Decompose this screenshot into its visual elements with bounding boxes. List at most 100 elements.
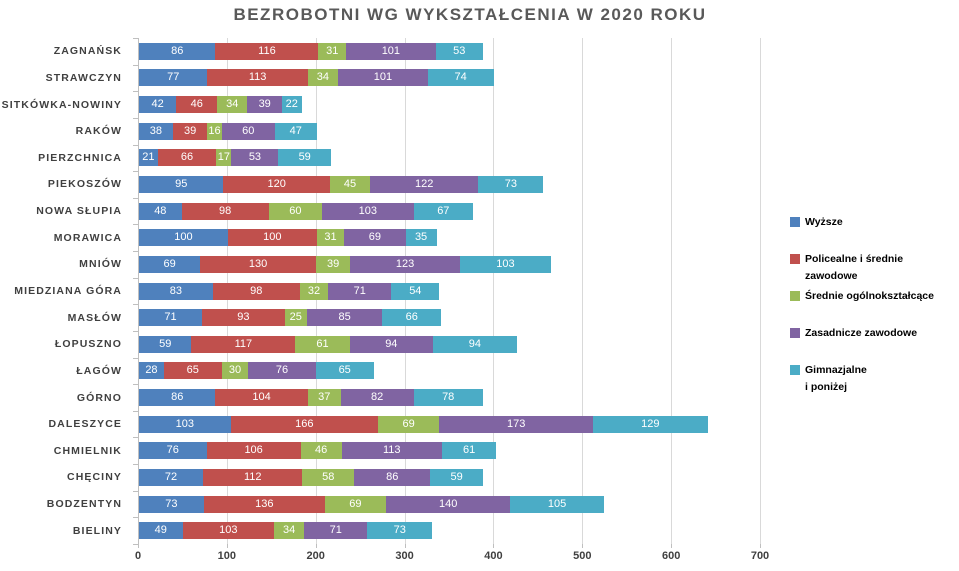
bar-value-label: 71: [353, 284, 366, 297]
bar-segment: 101: [338, 69, 428, 87]
category-tick-mark: [133, 65, 138, 66]
bar-segment: 103: [322, 202, 414, 220]
x-tick-mark: [760, 544, 761, 548]
bar-value-label: 69: [163, 257, 176, 270]
bar-segment: 78: [413, 389, 483, 407]
gridline: [671, 38, 673, 544]
bar-value-label: 48: [154, 204, 167, 217]
bar-row: 48 98 60 103 67: [139, 202, 474, 220]
bar-segment: 82: [340, 389, 414, 407]
bar-segment: 100: [139, 229, 228, 247]
category-label: MORAWICA: [53, 231, 122, 244]
bar-segment: 71: [139, 309, 203, 327]
bar-segment: 130: [200, 255, 316, 273]
category-label: RAKÓW: [75, 125, 122, 138]
bar-value-label: 60: [289, 204, 302, 217]
bar-value-label: 37: [318, 391, 331, 404]
bar-value-label: 86: [386, 470, 399, 483]
bar-value-label: 98: [250, 284, 263, 297]
bar-value-label: 61: [316, 337, 329, 350]
bar-segment: 48: [139, 202, 182, 220]
bar-segment: 105: [510, 495, 604, 513]
category-label: ZAGNAŃSK: [53, 45, 122, 58]
bar-segment: 45: [330, 175, 371, 193]
bar-value-label: 94: [385, 337, 398, 350]
bar-value-label: 66: [405, 311, 418, 324]
category-tick-mark: [133, 304, 138, 305]
category-tick-mark: [133, 91, 138, 92]
bar-segment: 22: [282, 96, 302, 114]
bar-segment: 58: [302, 468, 355, 486]
category-label: DALESZYCE: [48, 418, 122, 431]
bar-row: 38 39 16 60 47: [139, 122, 317, 140]
bar-segment: 122: [370, 175, 479, 193]
category-label: GÓRNO: [76, 391, 122, 404]
category-tick-mark: [133, 437, 138, 438]
bar-segment: 25: [284, 309, 307, 327]
bar-segment: 69: [344, 229, 406, 247]
bar-row: 73 136 69 140 105: [139, 495, 604, 513]
x-tick-mark: [493, 544, 495, 548]
bar-value-label: 100: [263, 231, 282, 244]
bar-value-label: 103: [219, 524, 238, 537]
category-tick-mark: [133, 464, 138, 465]
bar-segment: 95: [139, 175, 224, 193]
category-tick-mark: [133, 224, 138, 225]
bar-value-label: 53: [453, 44, 466, 57]
bar-value-label: 98: [219, 204, 232, 217]
bar-value-label: 112: [243, 470, 262, 483]
bar-value-label: 22: [285, 98, 298, 111]
bar-row: 83 98 32 71 54: [139, 282, 440, 300]
category-axis-line: [138, 38, 139, 544]
x-axis: 0 100 200 300 400 500 600 700: [135, 550, 769, 566]
gridline: [493, 38, 495, 544]
bar-segment: 140: [386, 495, 511, 513]
category-label: MIEDZIANA GÓRA: [14, 284, 122, 297]
category-tick-mark: [133, 411, 138, 412]
bar-segment: 112: [202, 468, 303, 486]
bar-row: 76 106 46 113 61: [139, 442, 497, 460]
bar-segment: 100: [227, 229, 317, 247]
category-tick-mark: [133, 145, 138, 146]
legend-swatch: [790, 328, 800, 338]
legend-item: Średnie ogólnokształcące: [790, 288, 934, 305]
bar-value-label: 59: [450, 470, 463, 483]
bar-value-label: 69: [368, 231, 381, 244]
x-tick-mark: [226, 544, 228, 548]
bar-value-label: 67: [437, 204, 450, 217]
bar-value-label: 21: [142, 151, 155, 164]
bar-value-label: 34: [283, 524, 296, 537]
bar-value-label: 47: [289, 124, 302, 137]
bar-value-label: 94: [468, 337, 481, 350]
category-label: SITKÓWKA-NOWINY: [1, 98, 122, 111]
bar-segment: 73: [478, 175, 544, 193]
category-tick-mark: [133, 384, 138, 385]
bar-segment: 39: [247, 96, 283, 114]
bar-segment: 60: [221, 122, 275, 140]
legend-item: Wyższe: [790, 214, 843, 231]
bar-value-label: 60: [242, 124, 255, 137]
bar-segment: 94: [349, 335, 434, 353]
bar-row: 49 103 34 71 73: [139, 522, 433, 540]
bar-value-label: 103: [358, 204, 377, 217]
legend-item: Gimnazjalne i poniżej: [790, 362, 867, 396]
category-tick-mark: [133, 198, 138, 199]
bar-value-label: 85: [338, 311, 351, 324]
bar-segment: 113: [341, 442, 442, 460]
bar-segment: 106: [206, 442, 301, 460]
x-tick-label: 300: [395, 550, 414, 562]
x-tick-label: 400: [484, 550, 503, 562]
bar-segment: 69: [324, 495, 386, 513]
bar-segment: 31: [318, 42, 346, 60]
bar-segment: 73: [367, 522, 433, 540]
bar-segment: 120: [223, 175, 331, 193]
bar-segment: 116: [215, 42, 319, 60]
bar-segment: 129: [593, 415, 708, 433]
bar-segment: 69: [378, 415, 440, 433]
category-label: NOWA SŁUPIA: [36, 205, 122, 218]
bar-value-label: 83: [169, 284, 182, 297]
bar-value-label: 73: [504, 177, 517, 190]
plot-area: 86 116 31 101 53 77 113 34 101 74 42 46 34 39 22 38 39 16…: [133, 38, 761, 548]
bar-segment: 32: [299, 282, 329, 300]
